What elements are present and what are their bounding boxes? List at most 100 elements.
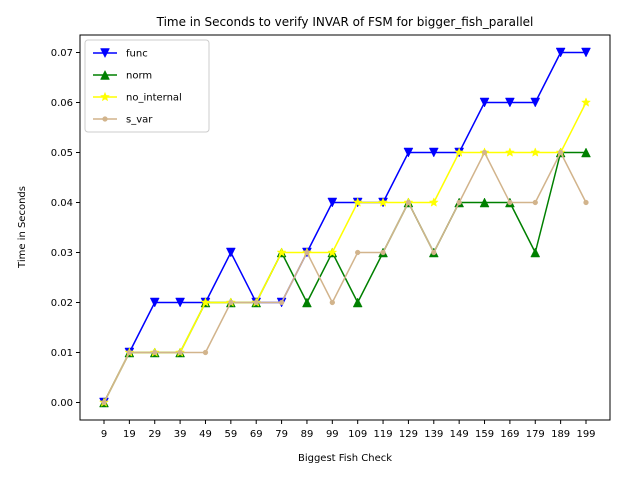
- y-tick-label: 0.04: [51, 198, 73, 209]
- data-point: [583, 199, 589, 206]
- series-func: [99, 47, 591, 408]
- x-tick-label: 189: [551, 429, 570, 440]
- series-line: [103, 102, 587, 403]
- data-point: [228, 299, 234, 306]
- data-point: [126, 349, 133, 356]
- legend-label: func: [126, 49, 148, 60]
- y-tick-label: 0.06: [51, 98, 73, 109]
- x-tick-label: 139: [424, 429, 443, 440]
- data-point: [352, 197, 363, 207]
- data-point: [428, 197, 439, 207]
- x-tick-label: 149: [450, 429, 469, 440]
- y-axis-ticks: 0.00 0.01 0.02 0.03 0.04 0.05 0.06 0.07: [51, 48, 80, 409]
- data-point: [175, 297, 186, 308]
- x-axis-title: Biggest Fish Check: [298, 453, 392, 464]
- y-tick-label: 0.05: [51, 148, 73, 159]
- x-tick-label: 19: [123, 429, 136, 440]
- x-tick-label: 159: [475, 429, 494, 440]
- data-point: [530, 247, 541, 258]
- data-point: [532, 199, 538, 206]
- x-tick-label: 49: [199, 429, 212, 440]
- x-tick-label: 29: [148, 429, 161, 440]
- data-point: [581, 147, 591, 158]
- data-point: [504, 147, 515, 157]
- legend-swatch-marker: [102, 116, 108, 122]
- x-tick-label: 119: [374, 429, 393, 440]
- data-point: [403, 147, 414, 158]
- legend-item: norm: [93, 69, 152, 82]
- x-tick-label: 89: [301, 429, 314, 440]
- data-point: [557, 149, 564, 156]
- data-point: [225, 247, 236, 258]
- x-tick-label: 199: [576, 429, 595, 440]
- legend-swatch-marker: [100, 69, 110, 80]
- x-axis-ticks: 9 19 29 39 49 59 69 79 89 99 109 119 129 139 149 159 169…: [101, 420, 596, 440]
- data-point: [304, 249, 310, 256]
- data-point: [530, 147, 541, 157]
- x-tick-label: 109: [348, 429, 367, 440]
- data-point: [580, 97, 592, 107]
- data-point: [327, 247, 338, 257]
- series-line: [103, 51, 586, 403]
- data-point: [329, 299, 335, 306]
- data-point: [555, 47, 566, 58]
- data-point: [581, 47, 591, 58]
- data-point: [530, 97, 541, 108]
- data-point: [479, 97, 490, 108]
- legend-item: no_internal: [93, 91, 182, 104]
- legend-box: [84, 39, 210, 133]
- x-tick-label: 179: [526, 429, 545, 440]
- legend-swatch-marker: [99, 91, 111, 102]
- data-point: [405, 199, 412, 206]
- data-point: [177, 349, 183, 356]
- data-point: [152, 349, 158, 356]
- legend-swatch-marker: [100, 48, 110, 59]
- x-tick-label: 129: [399, 429, 418, 440]
- data-point: [454, 147, 465, 157]
- x-tick-label: 39: [174, 429, 187, 440]
- data-point: [149, 297, 160, 308]
- data-point: [352, 297, 363, 308]
- x-tick-label: 79: [275, 429, 288, 440]
- data-point: [504, 97, 515, 108]
- data-point: [507, 199, 513, 206]
- legend-label: s_var: [126, 115, 153, 126]
- y-tick-label: 0.07: [51, 48, 73, 59]
- y-axis-title: Time in Seconds: [17, 186, 28, 269]
- data-point: [428, 147, 439, 158]
- y-tick-label: 0.02: [51, 298, 73, 309]
- data-point: [380, 249, 386, 256]
- data-point: [302, 297, 312, 308]
- data-point: [200, 297, 211, 307]
- data-point: [479, 197, 490, 208]
- x-tick-label: 59: [224, 429, 237, 440]
- legend: func norm no_internal s_var: [84, 39, 210, 133]
- data-point: [278, 299, 285, 306]
- data-point: [456, 199, 462, 206]
- data-point: [327, 197, 338, 208]
- x-tick-label: 69: [250, 429, 263, 440]
- data-point: [431, 249, 437, 256]
- legend-item: func: [93, 48, 148, 60]
- y-tick-label: 0.00: [51, 398, 73, 409]
- data-point: [276, 247, 287, 257]
- plot-area: [98, 47, 592, 408]
- data-point: [378, 197, 389, 207]
- x-tick-label: 99: [326, 429, 339, 440]
- chart-title: Time in Seconds to verify INVAR of FSM f…: [156, 15, 534, 29]
- x-tick-label: 169: [500, 429, 519, 440]
- data-point: [101, 399, 107, 406]
- data-point: [481, 149, 488, 156]
- legend-item: s_var: [93, 115, 153, 126]
- y-tick-label: 0.01: [51, 348, 73, 359]
- y-tick-label: 0.03: [51, 248, 73, 259]
- data-point: [253, 299, 259, 306]
- plot-frame: [79, 34, 611, 421]
- legend-label: norm: [126, 71, 152, 82]
- series-line: [103, 151, 587, 403]
- data-point: [202, 349, 209, 356]
- data-point: [355, 249, 361, 256]
- legend-label: no_internal: [126, 93, 182, 104]
- series-s-var: [101, 149, 589, 406]
